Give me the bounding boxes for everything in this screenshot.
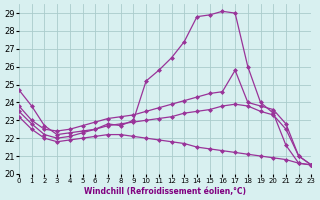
- X-axis label: Windchill (Refroidissement éolien,°C): Windchill (Refroidissement éolien,°C): [84, 187, 246, 196]
